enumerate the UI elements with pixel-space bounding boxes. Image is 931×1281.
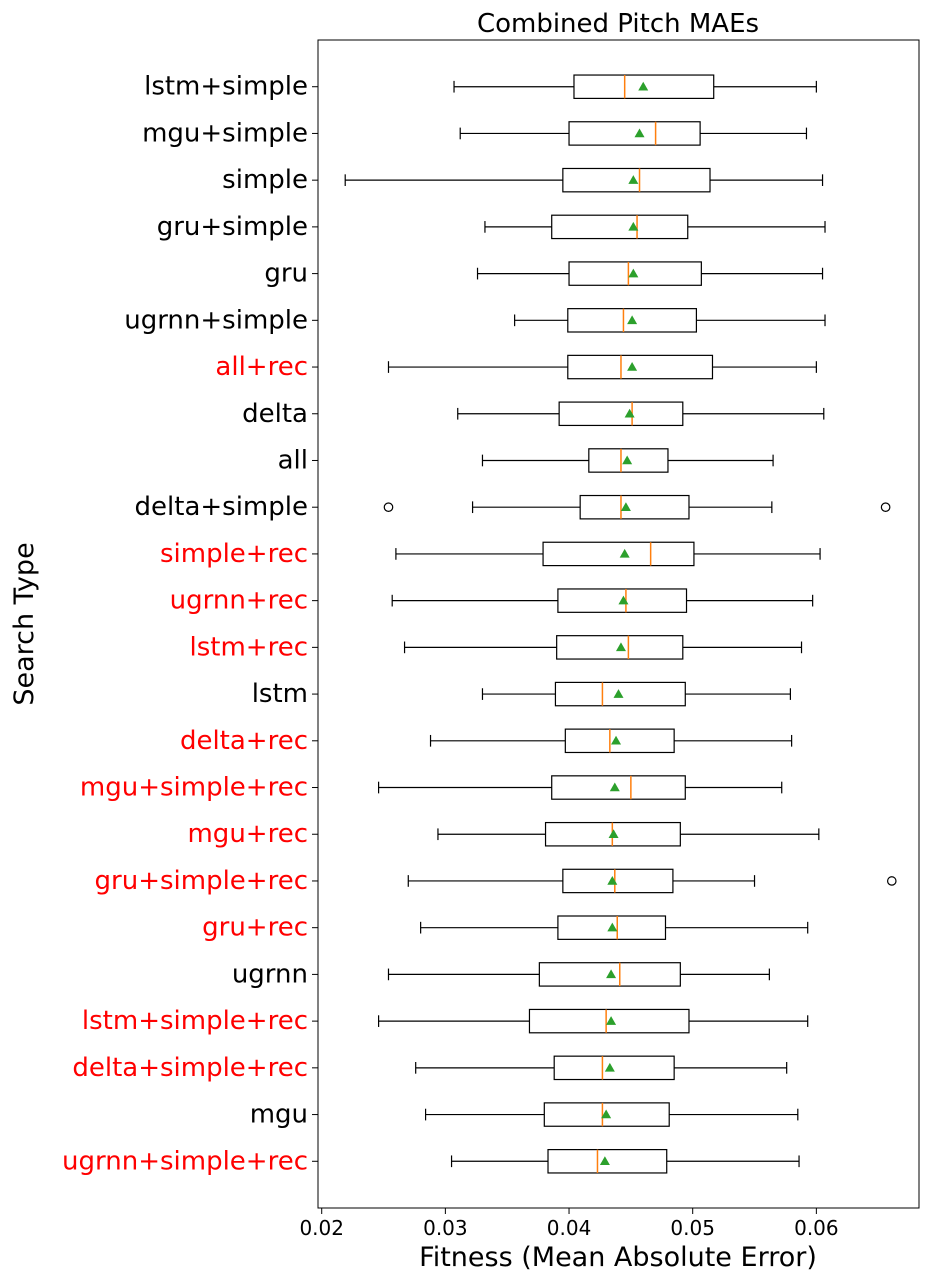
y-tick-label: delta+simple — [135, 492, 308, 522]
mean-marker — [613, 689, 624, 698]
iqr-box — [542, 541, 695, 567]
y-tick-label: mgu — [250, 1100, 308, 1130]
y-tick-label: ugrnn+simple — [124, 305, 308, 335]
box-gru — [476, 261, 824, 286]
mean-marker — [628, 221, 639, 231]
box-simple-rec — [395, 541, 821, 567]
y-tick-label: simple — [222, 165, 308, 195]
iqr-box — [553, 1055, 675, 1081]
box-lstm-simple — [453, 74, 817, 100]
y-tick-label: delta — [242, 399, 308, 429]
mean-marker — [624, 408, 635, 418]
iqr-box — [551, 775, 686, 800]
y-tick-label: delta+simple+rec — [72, 1053, 308, 1083]
mean-marker — [638, 81, 649, 91]
iqr-box — [562, 167, 711, 193]
mean-marker — [634, 128, 645, 138]
outlier-point — [880, 502, 891, 512]
y-tick-label: mgu+rec — [187, 819, 308, 849]
mean-marker — [627, 362, 638, 371]
y-tick-label: lstm+rec — [190, 632, 309, 662]
mean-marker — [606, 969, 617, 979]
x-tick-label: 0.03 — [423, 1216, 468, 1240]
mean-marker — [611, 735, 622, 745]
mean-marker — [601, 1109, 612, 1119]
iqr-box — [568, 121, 701, 146]
outlier-point — [886, 876, 897, 886]
y-tick-label: lstm — [252, 679, 308, 709]
box-delta-rec — [429, 728, 793, 754]
box-lstm-rec — [403, 635, 803, 660]
axes-frame — [317, 39, 920, 1209]
chart-title: Combined Pitch MAEs — [477, 9, 759, 39]
plot-area — [344, 74, 897, 1174]
mean-marker — [607, 875, 618, 885]
box-gru-rec — [420, 915, 809, 940]
y-tick-label: ugrnn — [232, 959, 308, 989]
box-delta-simple — [383, 494, 891, 520]
x-tick-label: 0.06 — [794, 1216, 839, 1240]
box-ugrnn-simple — [514, 308, 826, 333]
y-tick-label: gru+simple — [157, 212, 308, 242]
iqr-box — [579, 494, 690, 520]
box-mgu — [424, 1102, 799, 1127]
mean-marker — [599, 1156, 610, 1166]
mean-marker — [627, 315, 638, 325]
box-ugrnn-simple-rec — [450, 1148, 800, 1174]
box-all — [481, 448, 774, 473]
box-simple — [344, 167, 824, 193]
box-gru-simple-rec — [407, 868, 897, 894]
mean-marker — [606, 1016, 617, 1025]
box-lstm — [481, 681, 791, 707]
iqr-box — [567, 354, 714, 380]
x-axis-label: Fitness (Mean Absolute Error) — [419, 1242, 817, 1273]
box-mgu-simple — [459, 121, 808, 146]
iqr-box — [551, 214, 689, 240]
box-delta-simple-rec — [415, 1055, 788, 1081]
y-tick-label: all — [278, 445, 308, 475]
y-tick-label: mgu+simple+rec — [80, 773, 308, 803]
mean-marker — [619, 548, 630, 558]
x-axis-ticks: 0.02 0.03 0.04 0.05 0.06 — [299, 1208, 839, 1240]
iqr-box — [564, 728, 675, 754]
box-ugrnn-rec — [391, 588, 814, 613]
y-tick-label: ugrnn+rec — [170, 586, 308, 616]
iqr-box — [558, 401, 684, 427]
mean-marker — [607, 922, 618, 932]
y-tick-label: gru+simple+rec — [95, 866, 308, 896]
x-tick-label: 0.02 — [299, 1216, 344, 1240]
box-delta — [457, 401, 825, 427]
mean-marker — [604, 1062, 615, 1072]
mean-marker — [620, 502, 631, 511]
box-ugrnn — [387, 962, 770, 987]
y-tick-label: lstm+simple+rec — [82, 1006, 308, 1036]
y-axis-ticks: lstm+simple mgu+simple simple gru+simple gru… — [62, 72, 318, 1176]
y-tick-label: delta+rec — [180, 726, 308, 756]
mean-marker — [608, 829, 619, 838]
box-lstm-simple-rec — [377, 1008, 809, 1034]
mean-marker — [615, 642, 626, 652]
y-tick-label: ugrnn+simple+rec — [62, 1146, 308, 1176]
x-tick-label: 0.05 — [670, 1216, 715, 1240]
y-tick-label: all+rec — [215, 352, 308, 382]
mean-marker — [618, 595, 629, 605]
box-mgu-simple-rec — [377, 775, 783, 800]
mean-marker — [622, 455, 633, 465]
x-tick-label: 0.04 — [547, 1216, 592, 1240]
mean-marker — [609, 782, 620, 792]
y-tick-label: gru+rec — [202, 913, 308, 943]
box-mgu-rec — [437, 821, 820, 847]
y-axis-label: Search Type — [9, 542, 40, 705]
mean-marker — [628, 175, 639, 184]
outlier-point — [383, 502, 394, 512]
mean-marker — [628, 268, 639, 278]
y-tick-label: gru — [264, 259, 308, 289]
box-gru-simple — [484, 214, 826, 240]
box-all-rec — [387, 354, 817, 380]
y-tick-label: mgu+simple — [142, 118, 308, 148]
iqr-box — [562, 868, 674, 894]
y-tick-label: lstm+simple — [144, 72, 308, 102]
y-tick-label: simple+rec — [160, 539, 308, 569]
